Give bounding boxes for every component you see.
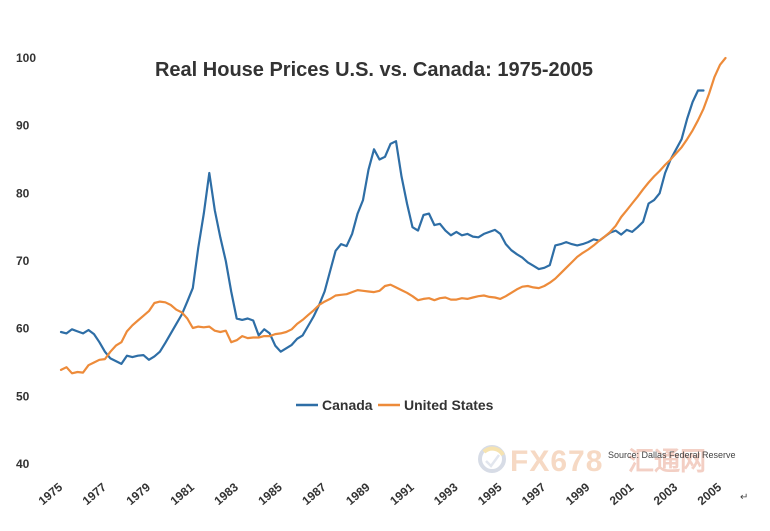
y-tick-label: 80	[16, 186, 30, 200]
legend-label-canada: Canada	[322, 397, 373, 413]
legend: Canada United States	[296, 397, 494, 413]
y-tick-label: 100	[16, 51, 36, 65]
watermark: FX678 汇通网	[478, 445, 706, 478]
watermark-text-latin: FX678	[510, 445, 603, 478]
legend-label-united-states: United States	[404, 397, 494, 413]
watermark-text-cjk: 汇通网	[628, 446, 706, 476]
y-tick-label: 60	[16, 322, 30, 336]
watermark-logo-icon	[478, 445, 506, 473]
series-line-united-states	[59, 56, 727, 375]
series-line-canada	[59, 89, 705, 365]
y-tick-label: 90	[16, 119, 30, 133]
source-note: Source: Dallas Federal Reserve	[608, 450, 736, 460]
series-lines	[59, 56, 727, 375]
chart-title: Real House Prices U.S. vs. Canada: 1975-…	[155, 59, 593, 81]
y-tick-label: 50	[16, 389, 30, 403]
y-tick-label: 40	[16, 457, 30, 471]
corner-mark: ↵	[740, 492, 748, 503]
y-tick-label: 70	[16, 254, 30, 268]
y-axis-ticks: 40 50 60 70 80 90 100	[16, 51, 36, 471]
